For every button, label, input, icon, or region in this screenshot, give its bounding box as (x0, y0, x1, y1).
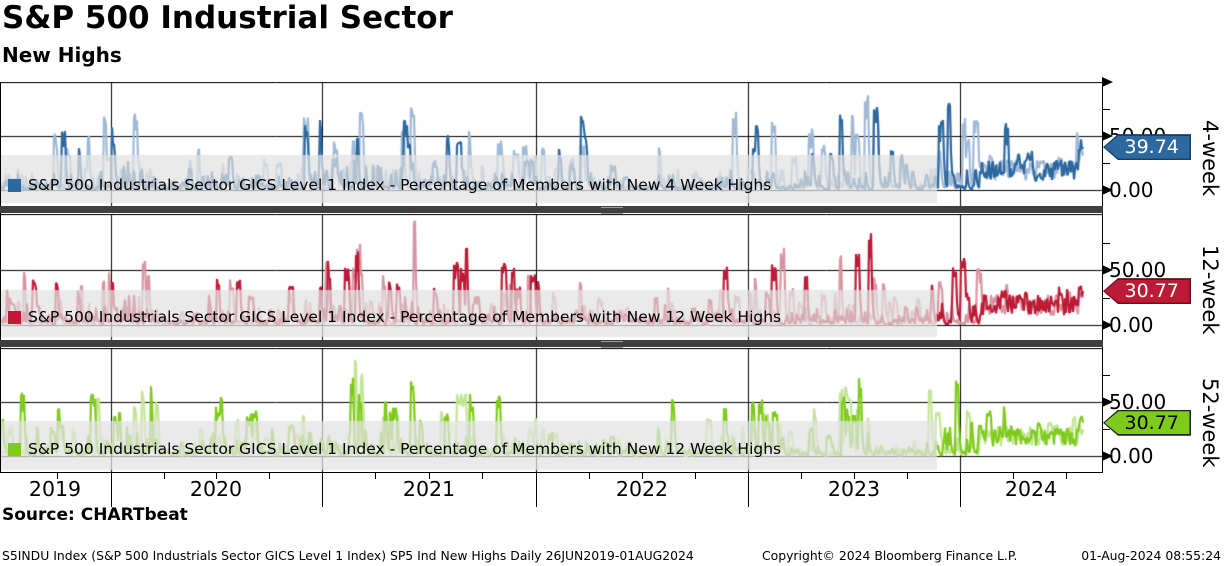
x-year-tick (322, 473, 323, 507)
legend-4-week: S&P 500 Industrials Sector GICS Level 1 … (8, 176, 771, 194)
legend-52-week: S&P 500 Industrials Sector GICS Level 1 … (8, 440, 781, 458)
panel-side-label-12-week: 12-week (1198, 245, 1222, 335)
chart-title: S&P 500 Industrial Sector (2, 0, 453, 36)
y-tick-0-52-week: 0.00 (1109, 444, 1154, 468)
value-badge-52-week: 30.77 (1103, 409, 1191, 436)
footer-timestamp: 01-Aug-2024 08:55:24 (1081, 548, 1221, 563)
x-label-2019: 2019 (28, 477, 82, 501)
x-minor-tick (907, 473, 908, 479)
value-badge-text-4-week: 39.74 (1124, 136, 1179, 159)
value-badge-12-week: 30.77 (1103, 278, 1191, 305)
y-minor-tick (1102, 375, 1110, 376)
x-minor-tick (57, 473, 58, 479)
series-canvas-4-week (0, 82, 1103, 206)
axis-arrow-icon (1102, 185, 1113, 195)
panel-side-label-52-week: 52-week (1198, 378, 1222, 468)
x-minor-tick (642, 473, 643, 479)
x-minor-tick (589, 473, 590, 479)
x-minor-tick (429, 473, 430, 479)
legend-label-4-week: S&P 500 Industrials Sector GICS Level 1 … (28, 176, 772, 194)
y-tick-0-4-week: 0.00 (1109, 178, 1154, 202)
x-minor-tick (1066, 473, 1067, 479)
x-label-2024: 2024 (1004, 477, 1058, 501)
x-minor-tick (1013, 473, 1014, 479)
chart-subtitle: New Highs (2, 43, 122, 67)
right-axis-line (1102, 82, 1103, 473)
panel-resize-grip-icon[interactable] (601, 341, 623, 348)
x-minor-tick (854, 473, 855, 479)
x-minor-tick (216, 473, 217, 479)
axis-arrow-icon (1102, 77, 1113, 87)
source-label: Source: CHARTbeat (2, 505, 188, 525)
footer-ticker-text: S5INDU Index (S&P 500 Industrials Sector… (2, 548, 694, 563)
panel-separator-2 (0, 340, 1103, 348)
x-year-tick (111, 473, 112, 507)
value-badge-4-week: 39.74 (1103, 134, 1191, 161)
x-minor-tick (482, 473, 483, 479)
value-badge-text-52-week: 30.77 (1124, 411, 1179, 434)
series-canvas-12-week (0, 214, 1103, 340)
x-minor-tick (695, 473, 696, 479)
panel-separator-1 (0, 206, 1103, 214)
panel-side-label-4-week: 4-week (1198, 119, 1222, 197)
y-minor-tick (1102, 109, 1110, 110)
legend-label-12-week: S&P 500 Industrials Sector GICS Level 1 … (28, 308, 782, 326)
legend-marker-12-week-icon (8, 310, 21, 324)
x-label-2020: 2020 (189, 477, 243, 501)
x-label-2023: 2023 (827, 477, 881, 501)
y-tick-0-12-week: 0.00 (1109, 313, 1154, 337)
series-canvas-52-week (0, 348, 1103, 473)
value-badge-text-12-week: 30.77 (1124, 280, 1179, 303)
panel-resize-grip-icon[interactable] (601, 207, 623, 214)
x-label-2022: 2022 (615, 477, 669, 501)
axis-arrow-icon (1102, 265, 1113, 275)
x-year-tick (960, 473, 961, 507)
x-year-tick (536, 473, 537, 507)
legend-marker-4-week-icon (8, 178, 21, 192)
y-minor-tick (1102, 297, 1110, 299)
axis-arrow-icon (1102, 397, 1113, 407)
x-axis-line (0, 472, 1103, 473)
y-minor-tick (1102, 242, 1110, 244)
x-label-2021: 2021 (402, 477, 456, 501)
x-minor-tick (164, 473, 165, 479)
footer-copyright: Copyright© 2024 Bloomberg Finance L.P. (762, 548, 1018, 563)
legend-label-52-week: S&P 500 Industrials Sector GICS Level 1 … (28, 440, 782, 458)
left-axis-line (0, 82, 1, 473)
x-minor-tick (801, 473, 802, 479)
axis-arrow-icon (1102, 451, 1113, 461)
y-minor-tick (1102, 163, 1110, 164)
x-minor-tick (269, 473, 270, 479)
axis-arrow-icon (1102, 320, 1113, 330)
x-minor-tick (375, 473, 376, 479)
x-year-tick (748, 473, 749, 507)
y-tick-50-12-week: 50.00 (1109, 258, 1167, 282)
y-minor-tick (1102, 429, 1110, 430)
legend-12-week: S&P 500 Industrials Sector GICS Level 1 … (8, 308, 781, 326)
axis-arrow-icon (1102, 131, 1113, 141)
legend-marker-52-week-icon (8, 442, 21, 456)
